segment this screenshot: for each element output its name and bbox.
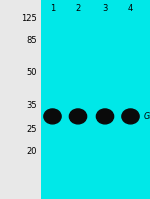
- Text: 1: 1: [50, 4, 55, 14]
- Text: 2: 2: [75, 4, 81, 14]
- Text: 50: 50: [26, 68, 37, 77]
- Text: Galectin-3: Galectin-3: [143, 112, 150, 121]
- Text: 4: 4: [128, 4, 133, 14]
- Text: 25: 25: [26, 125, 37, 134]
- Ellipse shape: [44, 109, 61, 124]
- Ellipse shape: [69, 109, 87, 124]
- Text: 20: 20: [26, 147, 37, 156]
- FancyBboxPatch shape: [40, 0, 150, 199]
- Ellipse shape: [122, 109, 139, 124]
- Text: 125: 125: [21, 14, 37, 23]
- Ellipse shape: [96, 109, 114, 124]
- Text: 35: 35: [26, 101, 37, 110]
- Text: 85: 85: [26, 36, 37, 45]
- Text: 3: 3: [102, 4, 108, 14]
